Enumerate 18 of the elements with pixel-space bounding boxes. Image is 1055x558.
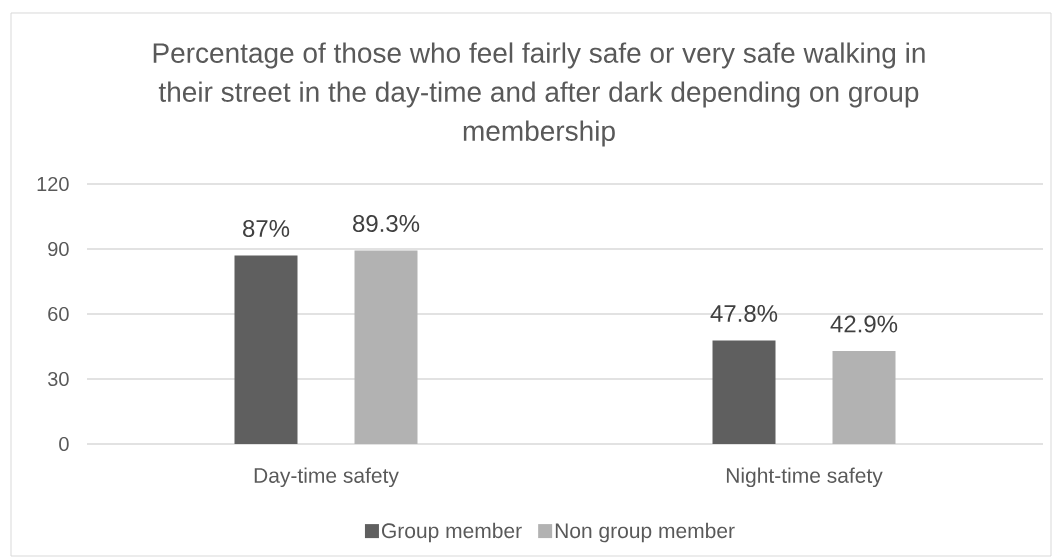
y-tick-label: 90 <box>48 241 69 257</box>
data-label: 87% <box>243 219 290 237</box>
data-label: 42.9% <box>830 315 898 333</box>
chart-title: Percentage of those who feel fairly safe or very safe walking in their street in the day-time and after dark depending on group membership <box>153 42 925 147</box>
y-tick-label: 120 <box>37 176 69 192</box>
bar <box>712 340 776 444</box>
bar <box>832 351 896 444</box>
data-label: 47.8% <box>710 304 778 322</box>
legend-label: Group member <box>382 522 522 543</box>
bar <box>354 250 418 444</box>
y-tick-label: 30 <box>48 371 69 387</box>
data-label: 89.3% <box>353 214 420 232</box>
y-tick-label: 60 <box>48 306 69 322</box>
legend-label: Non group member <box>555 522 735 543</box>
x-tick-label: Day-time safety <box>254 467 399 488</box>
bar <box>234 255 298 444</box>
x-tick-label: Night-time safety <box>726 467 883 488</box>
y-tick-label: 0 <box>59 436 69 452</box>
